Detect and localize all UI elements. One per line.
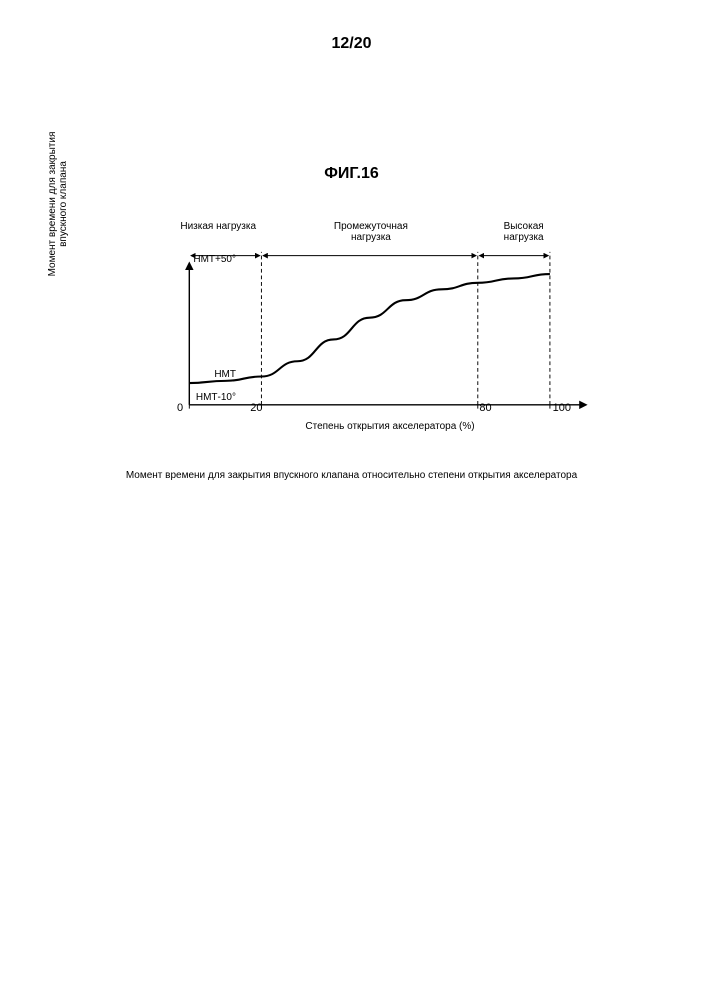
chart: Низкая нагрузкаПромежуточнаянагрузкаВысо… xyxy=(120,215,600,432)
page-number: 12/20 xyxy=(0,35,703,53)
region-label: Промежуточнаянагрузка xyxy=(256,221,485,243)
figure-title: ФИГ.16 xyxy=(0,165,703,183)
y-tick-label: НМТ+50° xyxy=(156,254,236,265)
figure-caption: Момент времени для закрытия впускного кл… xyxy=(0,470,703,481)
x-tick-label: 80 xyxy=(470,402,500,414)
x-tick-label: 0 xyxy=(165,402,195,414)
chart-svg xyxy=(180,249,600,419)
valve-timing-curve xyxy=(189,274,550,383)
region-label: Высокая нагрузка xyxy=(485,221,561,243)
y-axis-label-line2: впускного клапана xyxy=(58,161,69,247)
plot-area: Момент времени для закрытия впускного кл… xyxy=(180,249,600,399)
y-tick-label: НМТ xyxy=(156,369,236,380)
page: 12/20 ФИГ.16 Низкая нагрузкаПромежуточна… xyxy=(0,0,703,1000)
region-labels-row: Низкая нагрузкаПромежуточнаянагрузкаВысо… xyxy=(180,215,600,249)
y-axis-label-line1: Момент времени для закрытия xyxy=(47,132,58,277)
region-label: Низкая нагрузка xyxy=(180,221,256,232)
x-tick-label: 20 xyxy=(241,402,271,414)
y-axis-label: Момент времени для закрытия впускного кл… xyxy=(47,129,69,279)
x-axis-label: Степень открытия акселератора (%) xyxy=(180,421,600,432)
x-tick-label: 100 xyxy=(547,402,577,414)
